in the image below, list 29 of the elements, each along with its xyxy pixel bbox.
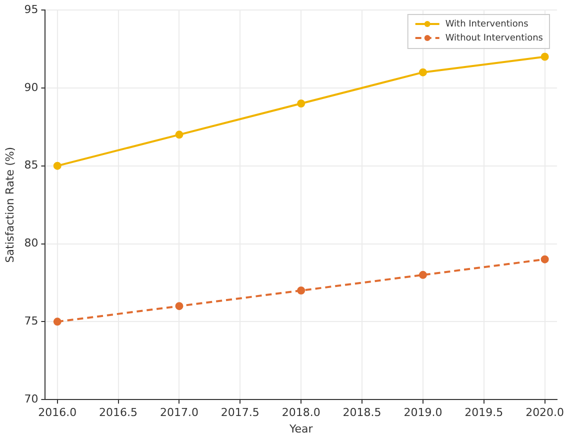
point [540, 52, 549, 61]
y-tick-label: 90 [24, 80, 38, 94]
x-tick-label: 2018.5 [342, 406, 382, 420]
x-axis-title: Year [288, 422, 314, 436]
point [418, 270, 427, 279]
y-tick-label: 85 [24, 158, 38, 172]
y-tick-label: 80 [24, 236, 38, 250]
x-tick-label: 2016.0 [38, 406, 77, 420]
x-tick-label: 2016.5 [99, 406, 138, 420]
y-axis-title: Satisfaction Rate (%) [3, 146, 16, 263]
x-tick-label: 2017.5 [220, 406, 260, 420]
y-tick-label: 70 [24, 392, 38, 406]
point [540, 255, 549, 264]
point [53, 318, 62, 326]
y-tick-label: 95 [24, 2, 38, 16]
point [297, 100, 306, 108]
point [175, 130, 184, 139]
y-tick-label: 75 [24, 314, 38, 328]
point [175, 302, 184, 310]
point [297, 286, 306, 295]
x-tick-label: 2020.0 [526, 406, 564, 420]
x-tick-label: 2019.0 [404, 406, 442, 420]
point [418, 68, 427, 76]
legend-label: With Interventions [445, 19, 529, 30]
x-tick-label: 2017.0 [160, 406, 198, 420]
x-tick-label: 2018.0 [282, 406, 320, 420]
point [53, 162, 62, 170]
x-tick-label: 2019.5 [464, 406, 504, 420]
legend-label: Without Interventions [445, 33, 544, 44]
